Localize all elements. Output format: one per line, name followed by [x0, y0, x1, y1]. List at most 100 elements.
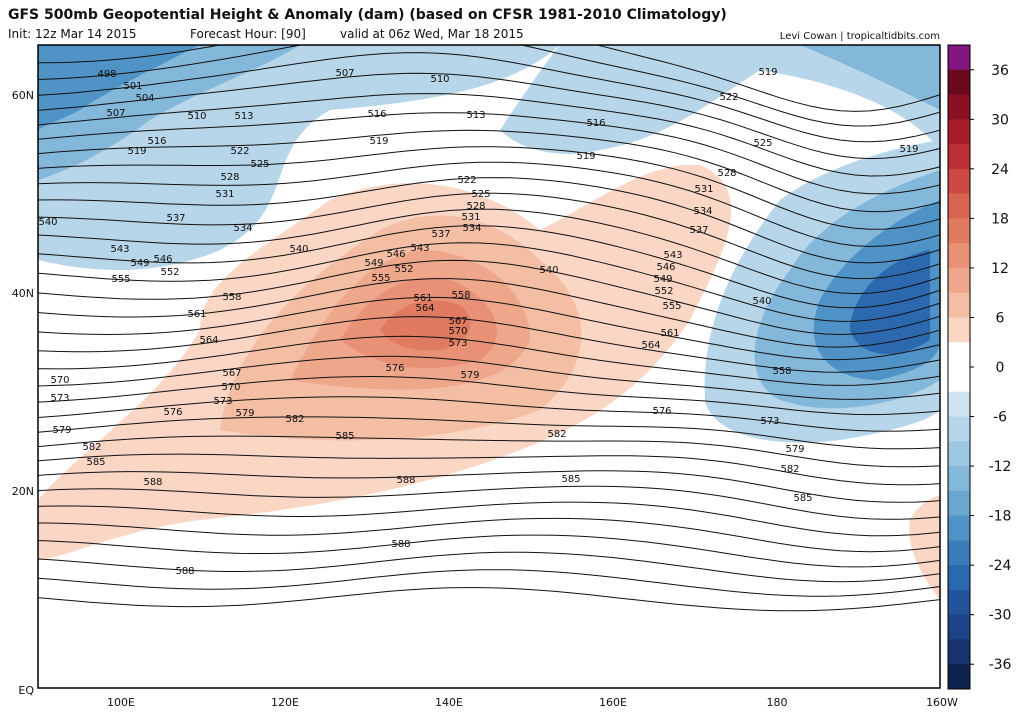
contour-label: 576	[163, 407, 182, 418]
contour-line	[38, 416, 940, 450]
contour-label: 582	[82, 442, 101, 453]
colorbar-tick-label: -24	[989, 558, 1012, 574]
contour-label: 570	[50, 375, 69, 386]
contour-label: 588	[143, 477, 162, 488]
contour-label: 585	[86, 457, 105, 468]
contour-line	[38, 485, 940, 520]
contour-label: 546	[656, 262, 675, 273]
contour-label: 588	[396, 475, 415, 486]
contour-label: 585	[335, 431, 354, 442]
contour-label: 522	[230, 146, 249, 157]
contour-line	[38, 501, 940, 537]
contour-label: 528	[466, 201, 485, 212]
colorbar-segment	[948, 45, 970, 71]
contour-label: 549	[364, 258, 383, 269]
contour-line	[38, 192, 940, 279]
init: Init: 12z Mar 14 2015	[8, 27, 137, 41]
contour-label: 555	[111, 274, 130, 285]
contour-label: 519	[127, 146, 146, 157]
forecast-hour: Forecast Hour: [90]	[190, 27, 306, 41]
contour-label: 522	[457, 175, 476, 186]
colorbar-segment	[948, 119, 970, 145]
lon-label: 120E	[271, 696, 299, 709]
colorbar-segment	[948, 69, 970, 96]
contour-line	[38, 259, 940, 336]
contour-label: 570	[221, 382, 240, 393]
contour-label: 561	[660, 328, 679, 339]
colorbar-tick-label: 6	[996, 310, 1005, 326]
valid-time: valid at 06z Wed, Mar 18 2015	[340, 27, 524, 41]
contour-label: 519	[758, 67, 777, 78]
colorbar-segment	[948, 416, 970, 442]
contour-line	[38, 435, 940, 468]
contour-label: 558	[451, 290, 470, 301]
contour-label: 573	[448, 338, 467, 349]
contour-label: 573	[760, 416, 779, 427]
contour-label: 513	[234, 111, 253, 122]
contour-label: 573	[213, 396, 232, 407]
contour-label: 516	[367, 109, 386, 120]
contour-label: 528	[220, 172, 239, 183]
colorbar-segment	[948, 94, 970, 120]
contour-line	[38, 470, 940, 503]
contour-label: 585	[793, 493, 812, 504]
contour-label: 519	[576, 151, 595, 162]
colorbar-segment	[948, 267, 970, 294]
colorbar-segment	[948, 367, 970, 393]
contour-label: 540	[289, 244, 308, 255]
contour-line	[38, 93, 940, 177]
contour-line	[38, 242, 940, 322]
colorbar-tick-label: 18	[991, 211, 1009, 227]
contour-label: 561	[187, 309, 206, 320]
contour-label: 549	[130, 258, 149, 269]
lat-label: 20N	[12, 485, 34, 498]
colorbar-segment	[948, 639, 970, 665]
contour-line	[38, 316, 940, 373]
contour-label: 510	[187, 111, 206, 122]
contour-line	[38, 296, 940, 361]
contour-label: 579	[52, 425, 71, 436]
contour-label: 525	[250, 159, 269, 170]
lon-label: 100E	[107, 696, 135, 709]
contour-label: 579	[785, 444, 804, 455]
colorbar-tick-label: 12	[991, 261, 1009, 277]
contour-label: 543	[110, 244, 129, 255]
contour-label: 585	[561, 474, 580, 485]
contour-label: 540	[752, 296, 771, 307]
contour-line	[38, 161, 940, 248]
colorbar-segment	[948, 193, 970, 219]
map-frame	[37, 44, 941, 689]
contour-label: 582	[285, 414, 304, 425]
contour-label: 531	[694, 184, 713, 195]
contour-label: 552	[654, 286, 673, 297]
contour-line	[38, 587, 940, 612]
contour-label: 522	[719, 92, 738, 103]
colorbar-segment	[948, 292, 970, 318]
colorbar-tick-label: 30	[991, 112, 1009, 128]
colorbar-segment	[948, 490, 970, 517]
contour-label: 507	[106, 108, 125, 119]
contour-label: 555	[371, 273, 390, 284]
lon-label: 160W	[926, 696, 958, 709]
colorbar-segment	[948, 515, 970, 541]
colorbar-tick-label: -18	[989, 509, 1012, 525]
contour-label: 534	[462, 223, 481, 234]
contour-label: 519	[369, 136, 388, 147]
contour-line	[38, 355, 940, 400]
contour-label: 564	[641, 340, 660, 351]
contour-label: 531	[215, 189, 234, 200]
contour-label: 525	[753, 138, 772, 149]
contour-label: 510	[430, 74, 449, 85]
contour-line	[38, 396, 940, 432]
colorbar-segment	[948, 589, 970, 616]
lat-label: 60N	[12, 89, 34, 102]
contour-label: 558	[772, 366, 791, 377]
contour-label: 537	[689, 225, 708, 236]
colorbar-segment	[948, 168, 970, 195]
contour-line	[38, 208, 940, 295]
contour-label: 552	[160, 267, 179, 278]
contour-label: 534	[233, 223, 252, 234]
contour-label: 564	[199, 335, 218, 346]
contour-label: 519	[899, 144, 918, 155]
